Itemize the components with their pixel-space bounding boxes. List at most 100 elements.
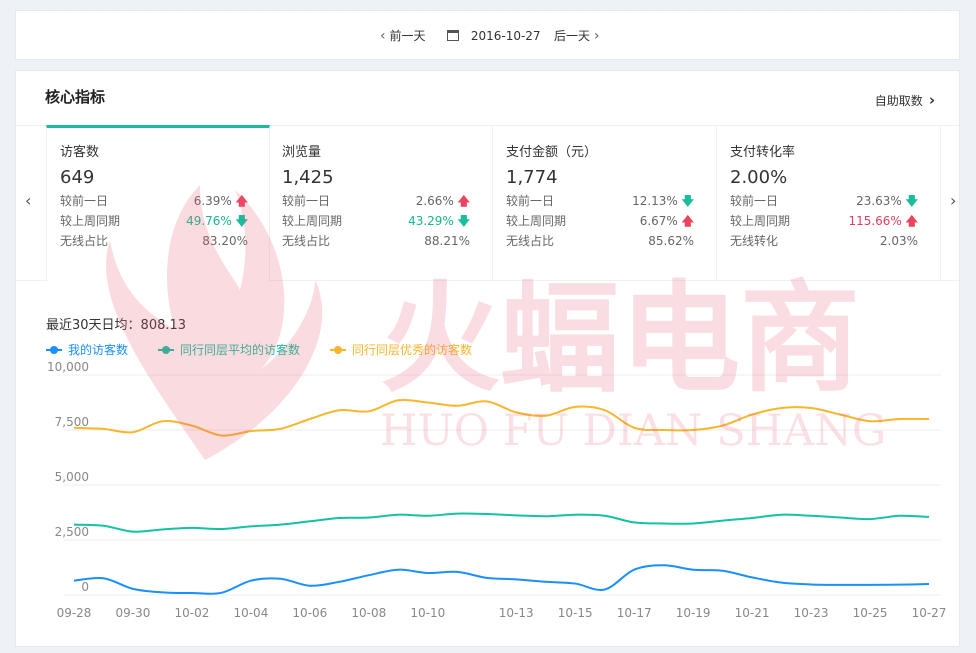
metric-row: 无线占比 83.20% xyxy=(60,231,248,251)
metric-row: 较前一日 6.39% 🡅 xyxy=(60,191,248,211)
row-label: 较前一日 xyxy=(282,194,331,208)
metric-row: 较前一日 12.13% 🡇 xyxy=(506,191,694,211)
arrow-down-icon: 🡇 xyxy=(905,194,918,208)
metric-value: 1,425 xyxy=(282,167,334,188)
row-value: 2.66% 🡅 xyxy=(415,194,470,208)
y-tick-label: 2,500 xyxy=(55,525,89,539)
row-value: 115.66% 🡅 xyxy=(848,214,918,228)
x-tick-label: 10-27 xyxy=(912,606,947,620)
row-value: 83.20% xyxy=(202,234,248,248)
x-tick-label: 10-23 xyxy=(794,606,829,620)
metric-value: 1,774 xyxy=(506,167,558,188)
series-line xyxy=(73,564,930,595)
divider xyxy=(16,125,959,126)
row-label: 无线占比 xyxy=(506,234,555,248)
metric-name: 支付金额（元） xyxy=(506,145,598,160)
row-value: 88.21% xyxy=(424,234,470,248)
next-day-label: 后一天 xyxy=(554,29,591,43)
row-value: 6.67% 🡅 xyxy=(639,214,694,228)
metric-row: 无线转化 2.03% xyxy=(730,231,918,251)
y-tick-label: 7,500 xyxy=(55,415,89,429)
arrow-down-icon: 🡇 xyxy=(235,214,248,228)
arrow-up-icon: 🡅 xyxy=(457,194,470,208)
thirty-day-average: 最近30天日均：808.13 xyxy=(46,318,187,333)
self-fetch-link[interactable]: 自助取数 › xyxy=(875,91,935,109)
current-date: 2016-10-27 xyxy=(470,29,541,43)
legend-item-peer-avg[interactable]: 同行同层平均的访客数 xyxy=(158,341,300,358)
metric-row: 较前一日 23.63% 🡇 xyxy=(730,191,918,211)
calendar-icon xyxy=(447,30,459,41)
legend-swatch xyxy=(46,345,62,354)
metric-value: 649 xyxy=(60,167,95,188)
chart-legend: 我的访客数 同行同层平均的访客数 同行同层优秀的访客数 xyxy=(46,341,502,358)
arrow-up-icon: 🡅 xyxy=(681,214,694,228)
metrics-row: 访客数 649 较前一日 6.39% 🡅 较上周同期 49.76% 🡇 无线占比 83… xyxy=(46,125,941,282)
x-tick-label: 10-19 xyxy=(676,606,711,620)
next-day-button[interactable]: 后一天 › xyxy=(554,11,599,61)
row-value: 85.62% xyxy=(648,234,694,248)
metric-row: 无线占比 85.62% xyxy=(506,231,694,251)
visitor-trend-chart: 0 2,500 5,000 7,500 10,000 09-28 09-30 10-02 10-… xyxy=(47,360,947,620)
chevron-right-icon: › xyxy=(928,91,935,109)
row-label: 较上周同期 xyxy=(282,214,343,228)
legend-item-peer-top[interactable]: 同行同层优秀的访客数 xyxy=(330,341,472,358)
series-line xyxy=(73,512,930,533)
row-value: 49.76% 🡇 xyxy=(186,214,248,228)
x-tick-label: 10-10 xyxy=(410,606,445,620)
metric-card-pageviews[interactable]: 浏览量 1,425 较前一日 2.66% 🡅 较上周同期 43.29% 🡇 无线占比… xyxy=(269,125,493,280)
x-tick-label: 10-02 xyxy=(174,606,209,620)
metric-row: 较上周同期 43.29% 🡇 xyxy=(282,211,470,231)
row-label: 无线转化 xyxy=(730,234,779,248)
arrow-down-icon: 🡇 xyxy=(681,194,694,208)
x-tick-label: 09-30 xyxy=(116,606,151,620)
date-picker[interactable]: 2016-10-27 xyxy=(447,11,541,61)
legend-label: 我的访客数 xyxy=(68,343,129,357)
y-tick-label: 5,000 xyxy=(55,470,89,484)
row-value: 6.39% 🡅 xyxy=(193,194,248,208)
x-tick-label: 10-15 xyxy=(558,606,593,620)
date-bar: ‹ 前一天 2016-10-27 后一天 › xyxy=(15,10,960,60)
y-tick-label: 0 xyxy=(81,580,89,594)
prev-day-button[interactable]: ‹ 前一天 xyxy=(380,11,425,61)
arrow-up-icon: 🡅 xyxy=(905,214,918,228)
x-tick-label: 10-13 xyxy=(499,606,534,620)
metric-row: 较上周同期 49.76% 🡇 xyxy=(60,211,248,231)
x-tick-label: 10-06 xyxy=(292,606,327,620)
row-value: 12.13% 🡇 xyxy=(632,194,694,208)
metric-row: 较上周同期 115.66% 🡅 xyxy=(730,211,918,231)
row-label: 较上周同期 xyxy=(730,214,791,228)
x-tick-label: 09-28 xyxy=(57,606,92,620)
prev-day-label: 前一天 xyxy=(389,29,426,43)
metric-name: 浏览量 xyxy=(282,145,322,160)
legend-label: 同行同层平均的访客数 xyxy=(180,343,301,357)
row-label: 较前一日 xyxy=(506,194,555,208)
row-label: 无线占比 xyxy=(282,234,331,248)
row-value: 2.03% xyxy=(879,234,918,248)
x-tick-label: 10-04 xyxy=(233,606,268,620)
metric-card-conversion-rate[interactable]: 支付转化率 2.00% 较前一日 23.63% 🡇 较上周同期 115.66% 🡅 … xyxy=(717,125,941,280)
arrow-down-icon: 🡇 xyxy=(457,214,470,228)
row-label: 较上周同期 xyxy=(506,214,567,228)
legend-swatch xyxy=(330,345,347,354)
row-label: 较前一日 xyxy=(60,194,109,208)
legend-item-mine[interactable]: 我的访客数 xyxy=(46,341,128,358)
legend-swatch xyxy=(158,345,175,354)
x-tick-label: 10-08 xyxy=(351,606,386,620)
series-line xyxy=(73,398,930,437)
x-tick-label: 10-25 xyxy=(853,606,888,620)
x-tick-label: 10-21 xyxy=(735,606,770,620)
metric-row: 较上周同期 6.67% 🡅 xyxy=(506,211,694,231)
carousel-prev-arrow[interactable]: ‹ xyxy=(25,191,32,210)
self-fetch-label: 自助取数 xyxy=(874,94,923,108)
y-tick-label: 10,000 xyxy=(47,360,89,374)
metric-card-payment-amount[interactable]: 支付金额（元） 1,774 较前一日 12.13% 🡇 较上周同期 6.67% 🡅 … xyxy=(493,125,717,280)
metric-value: 2.00% xyxy=(730,167,788,188)
x-tick-label: 10-17 xyxy=(617,606,652,620)
carousel-next-arrow[interactable]: › xyxy=(950,191,957,210)
metric-card-visitors[interactable]: 访客数 649 较前一日 6.39% 🡅 较上周同期 49.76% 🡇 无线占比 83… xyxy=(46,125,270,282)
chevron-right-icon: › xyxy=(593,28,600,44)
metric-row: 无线占比 88.21% xyxy=(282,231,470,251)
legend-label: 同行同层优秀的访客数 xyxy=(352,343,473,357)
arrow-up-icon: 🡅 xyxy=(235,194,248,208)
divider xyxy=(16,280,959,281)
